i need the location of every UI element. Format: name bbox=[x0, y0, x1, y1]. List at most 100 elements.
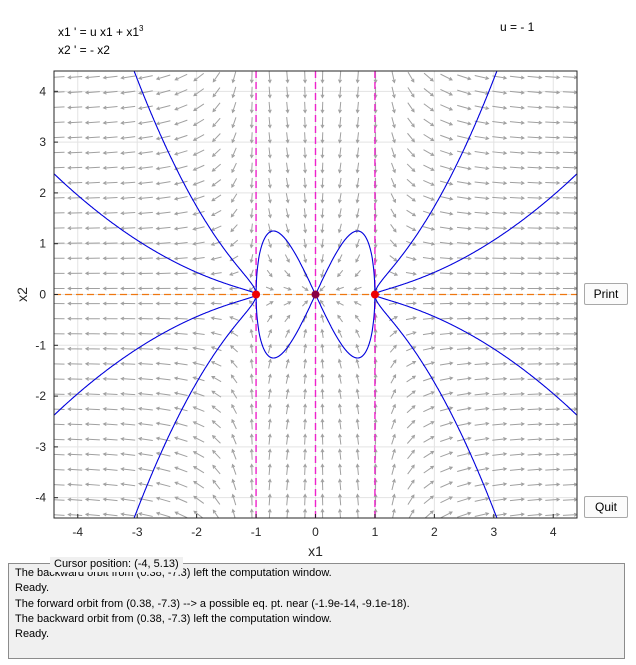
direction-arrow bbox=[268, 373, 272, 384]
direction-arrow bbox=[67, 422, 83, 427]
direction-arrow bbox=[120, 120, 136, 125]
direction-arrow bbox=[492, 151, 508, 155]
direction-arrow bbox=[562, 452, 577, 457]
direction-arrow bbox=[303, 448, 308, 460]
direction-arrow bbox=[456, 211, 472, 216]
direction-arrow bbox=[120, 331, 136, 336]
direction-arrow bbox=[335, 301, 344, 306]
direction-arrow bbox=[545, 256, 561, 261]
direction-arrow bbox=[303, 208, 308, 219]
y-tick-label: -3 bbox=[35, 440, 46, 454]
direction-arrow bbox=[456, 391, 472, 396]
direction-arrow bbox=[407, 117, 415, 128]
direction-arrow bbox=[390, 193, 397, 204]
direction-arrow bbox=[173, 421, 188, 427]
direction-arrow bbox=[174, 73, 188, 81]
direction-arrow bbox=[527, 361, 543, 366]
direction-arrow bbox=[174, 134, 188, 141]
direction-arrow bbox=[509, 482, 525, 487]
direction-arrow bbox=[155, 241, 171, 246]
direction-arrow bbox=[84, 196, 100, 200]
direction-arrow bbox=[192, 436, 205, 443]
direction-arrow bbox=[67, 437, 83, 442]
direction-arrow bbox=[192, 346, 205, 351]
orbit bbox=[315, 294, 376, 359]
direction-arrow bbox=[231, 403, 237, 414]
direction-arrow bbox=[84, 286, 100, 291]
direction-arrow bbox=[54, 484, 65, 486]
direction-arrow bbox=[509, 286, 525, 291]
direction-arrow bbox=[155, 496, 171, 503]
direction-arrow bbox=[439, 346, 454, 351]
direction-arrow bbox=[562, 75, 577, 80]
direction-arrow bbox=[84, 165, 100, 170]
direction-arrow bbox=[492, 512, 508, 517]
quit-button[interactable]: Quit bbox=[584, 496, 628, 518]
direction-arrow bbox=[303, 493, 307, 506]
direction-arrow bbox=[102, 497, 118, 502]
direction-arrow bbox=[102, 286, 118, 291]
direction-arrow bbox=[137, 436, 153, 441]
direction-arrow bbox=[137, 105, 153, 110]
direction-arrow bbox=[405, 301, 417, 306]
direction-arrow bbox=[423, 88, 435, 97]
direction-arrow bbox=[423, 118, 435, 127]
direction-arrow bbox=[102, 241, 118, 246]
direction-arrow bbox=[174, 451, 188, 458]
direction-arrow bbox=[102, 301, 118, 306]
x-tick-label: -1 bbox=[251, 525, 262, 539]
x-tick-label: -3 bbox=[132, 525, 143, 539]
print-button[interactable]: Print bbox=[584, 283, 628, 305]
direction-arrow bbox=[54, 151, 65, 154]
direction-arrow bbox=[192, 406, 205, 412]
direction-arrow bbox=[439, 406, 454, 412]
direction-arrow bbox=[303, 328, 308, 338]
direction-arrow bbox=[439, 361, 454, 366]
direction-arrow bbox=[391, 448, 396, 460]
direction-arrow bbox=[422, 331, 436, 336]
direction-arrow bbox=[355, 418, 360, 430]
direction-arrow bbox=[355, 132, 360, 144]
direction-arrow bbox=[174, 466, 188, 473]
y-tick-label: 4 bbox=[39, 84, 46, 98]
direction-arrow bbox=[320, 373, 325, 384]
direction-arrow bbox=[492, 331, 508, 336]
direction-arrow bbox=[54, 287, 65, 289]
direction-arrow bbox=[249, 433, 254, 445]
direction-arrow bbox=[353, 301, 362, 306]
direction-arrow bbox=[120, 211, 136, 216]
direction-arrow bbox=[562, 301, 577, 306]
direction-arrow bbox=[457, 74, 472, 81]
direction-arrow bbox=[303, 71, 307, 84]
direction-arrow bbox=[155, 271, 171, 276]
direction-arrow bbox=[54, 499, 65, 501]
direction-arrow bbox=[67, 361, 83, 366]
direction-arrow bbox=[54, 438, 65, 441]
direction-arrow bbox=[267, 418, 272, 430]
direction-arrow bbox=[249, 223, 254, 234]
direction-arrow bbox=[562, 437, 577, 442]
direction-arrow bbox=[230, 359, 238, 368]
direction-arrow bbox=[67, 392, 83, 397]
direction-arrow bbox=[527, 407, 543, 412]
direction-arrow bbox=[228, 286, 239, 291]
direction-arrow bbox=[422, 210, 436, 216]
direction-arrow bbox=[84, 497, 100, 502]
direction-arrow bbox=[440, 150, 454, 156]
direction-arrow bbox=[84, 346, 100, 351]
direction-arrow bbox=[338, 117, 342, 129]
direction-arrow bbox=[249, 493, 254, 506]
direction-arrow bbox=[267, 238, 272, 249]
direction-arrow bbox=[266, 314, 273, 323]
direction-arrow bbox=[120, 286, 136, 291]
direction-arrow bbox=[137, 451, 153, 457]
direction-arrow bbox=[67, 226, 83, 231]
direction-arrow bbox=[355, 463, 360, 475]
direction-arrow bbox=[211, 420, 221, 429]
direction-arrow bbox=[192, 361, 205, 366]
direction-arrow bbox=[267, 448, 272, 460]
direction-arrow bbox=[155, 406, 171, 411]
direction-arrow bbox=[192, 391, 205, 397]
direction-arrow bbox=[509, 301, 525, 306]
